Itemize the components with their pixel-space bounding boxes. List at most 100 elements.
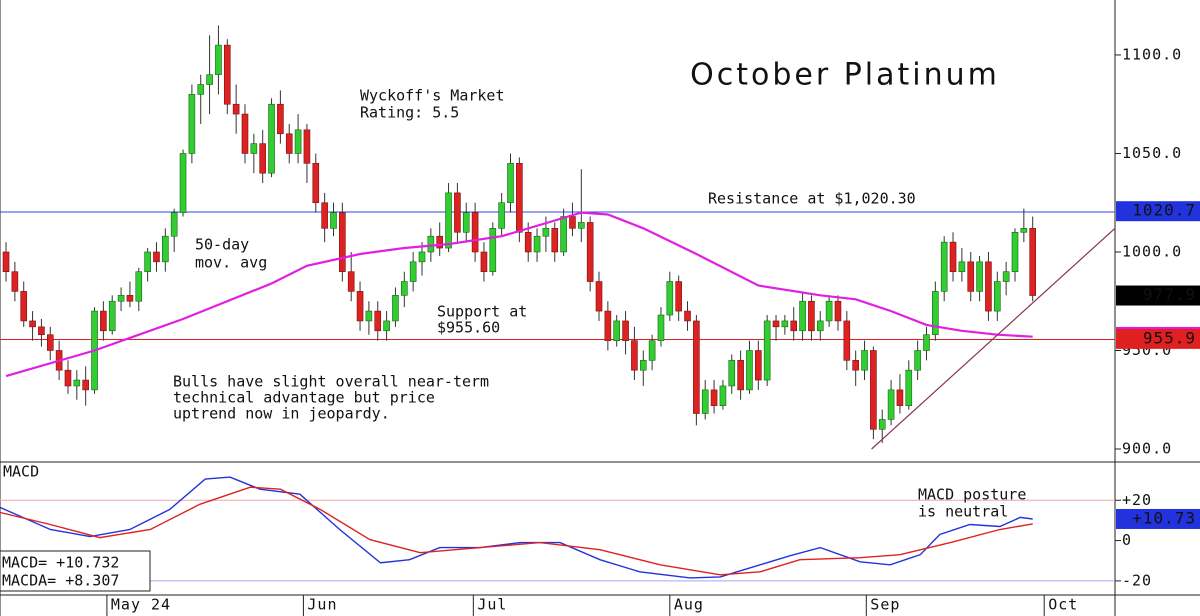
candle-body [498,202,505,229]
y-tick-label: 1000.0 [1122,242,1182,260]
candle-body [436,235,443,249]
candle-body [117,295,125,302]
candle-body [471,212,479,253]
candle-body [993,281,1001,312]
candle-body [976,261,983,292]
x-tick-label: Aug [674,596,704,614]
annotation: MACD posture [918,486,1026,504]
candle-body [11,271,19,292]
annotation: technical advantage but price [173,389,435,407]
candle-body [586,222,594,282]
candle-body [693,320,700,414]
moving-average [5,211,1033,378]
candle-body [321,202,328,229]
candle-body [206,74,213,85]
candle-body [878,419,886,430]
candle-body [215,44,222,75]
candle-body [64,369,72,387]
candle-body [985,261,992,312]
candle-body [46,334,54,351]
candle-body [100,310,107,332]
candle-body [631,340,638,371]
candle-body [578,222,585,229]
candle-body [772,320,780,328]
y-tick-label: 0 [1122,531,1132,549]
annotation: is neutral [918,503,1008,521]
candle-body [551,228,559,253]
candle-body [197,84,205,95]
candle-body [790,320,798,332]
macd-line [0,486,1033,576]
candle-body [843,320,851,361]
candle-body [445,192,452,249]
candle-body [613,320,621,341]
candle-body [153,251,160,263]
readout: MACD= +10.732 [2,554,119,572]
y-tick-label: 900.0 [1122,439,1172,457]
y-tick-label: 1100.0 [1122,45,1182,63]
candle-body [38,326,45,336]
candle-body [108,300,116,332]
candle-body [356,291,364,322]
candle-body [20,291,28,322]
candle-body [701,389,709,414]
candle-body [595,281,603,312]
candle-body [834,300,842,322]
x-tick-label: Jun [307,596,337,614]
value-tag-label: +10.73 [1132,508,1196,527]
candle-body [188,94,196,154]
candle-body [967,261,975,292]
candle-body [816,320,824,332]
candle-body [418,251,426,263]
candle-body [666,281,674,316]
candle-body [516,163,523,233]
candle-body [1029,228,1036,296]
candle-body [347,271,355,292]
x-tick-label: Jul [477,596,507,614]
candle-body [259,143,266,174]
candle-body [135,271,143,302]
candle-body [870,350,877,430]
candle-body [799,300,806,332]
candle-body [763,320,771,381]
candle-body [73,379,81,387]
candle-body [657,314,665,341]
candle-body [781,320,789,328]
candle-body [29,320,36,328]
price-tag [1116,285,1200,306]
candle-body [223,44,231,105]
candle-body [648,340,656,361]
candle-body [746,350,753,391]
annotation: Wyckoff's Market [360,87,505,105]
price-tag [1116,328,1200,349]
candle-body [1002,271,1010,282]
candle-body [755,350,762,381]
price-tag-label: 977.9 [1143,285,1196,304]
candle-body [719,385,727,406]
candle-body [144,251,151,272]
candle-body [675,281,682,312]
candle-body [569,216,576,229]
candle-body [454,192,461,233]
y-tick-label: -20 [1122,571,1152,589]
annotation: Bulls have slight overall near-term [173,373,489,391]
chart-title: October Platinum [690,58,1000,93]
candle-body [277,103,284,135]
candle-body [896,389,904,406]
candle-body [542,228,550,237]
x-tick-label: Oct [1048,596,1078,614]
candle-body [533,235,541,253]
candle-body [1011,231,1019,272]
candle-body [940,241,948,292]
price-tag [1116,201,1200,222]
annotation: uptrend now in jeopardy. [173,405,390,423]
candle-body [489,228,497,272]
candle-body [374,310,382,332]
candle-body [524,231,532,253]
readout: MACDA= +8.307 [2,572,119,590]
candle-body [905,369,913,406]
candle-body [507,163,514,204]
candle-body [728,360,736,387]
candle-body [958,261,966,272]
